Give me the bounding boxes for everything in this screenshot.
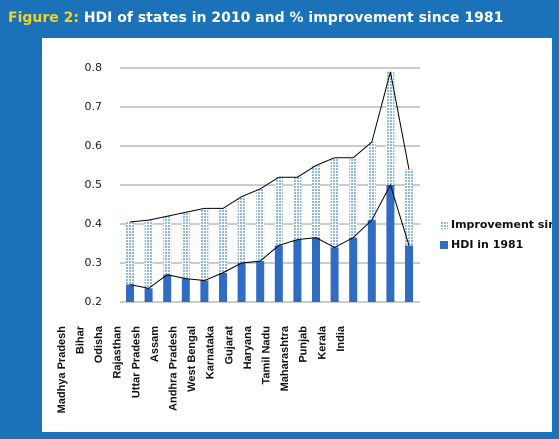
y-tick-label: 0.4 — [85, 217, 103, 230]
x-tick-label: Bihar — [75, 325, 87, 354]
bar — [312, 237, 320, 302]
x-tick-label: Haryana — [242, 325, 254, 369]
bar — [349, 237, 358, 302]
bar — [200, 208, 209, 281]
bar — [293, 239, 302, 302]
plot: 0.2 0.3 0.4 0.5 0.6 0.7 0.8 Madhya Pradesh Bihar… — [56, 61, 559, 414]
x-tick-label: Punjab — [298, 326, 310, 363]
title-text: HDI of states in 2010 and % improvement … — [84, 10, 503, 26]
bar — [144, 220, 153, 289]
chart-title: Figure 2: HDI of states in 2010 and % im… — [8, 10, 503, 26]
bar — [274, 177, 283, 246]
bar — [386, 71, 395, 185]
x-tick-label: India — [335, 325, 347, 352]
x-tick-label: Odisha — [93, 325, 105, 363]
bar — [405, 169, 413, 246]
figure-label: Figure 2: — [8, 10, 79, 26]
x-tick-label: Uttar Pradesh — [130, 326, 142, 398]
y-tick-label: 0.3 — [85, 256, 103, 269]
bar — [126, 284, 134, 302]
bar — [181, 278, 190, 302]
bar — [330, 247, 339, 302]
bar — [293, 177, 302, 240]
bar — [126, 222, 134, 285]
bar — [181, 212, 190, 279]
x-tick-label: Assam — [149, 326, 161, 362]
x-tick-label: West Bengal — [186, 326, 198, 392]
x-tick-label: Gujarat — [223, 326, 235, 365]
y-tick-label: 0.5 — [85, 178, 103, 191]
bar — [256, 261, 265, 302]
x-tick-label: Tamil Nadu — [261, 326, 273, 384]
bar — [163, 274, 172, 302]
legend-label: Improvement since 1981 — [451, 218, 559, 231]
bar — [367, 220, 376, 302]
bar — [163, 216, 172, 275]
bar — [256, 188, 265, 262]
bar — [144, 288, 153, 302]
series-line — [129, 183, 410, 289]
x-tick-label: Maharashtra — [279, 325, 291, 391]
x-tick-label: Kerala — [316, 325, 328, 360]
bar — [219, 272, 227, 302]
y-tick-label: 0.8 — [85, 61, 103, 74]
y-tick-label: 0.2 — [85, 295, 103, 308]
x-tick-label: Rajasthan — [112, 326, 124, 379]
x-tick-label: Karnataka — [205, 325, 217, 379]
y-tick-label: 0.6 — [85, 139, 103, 152]
bar — [349, 157, 358, 238]
series-line — [129, 71, 410, 223]
bar — [237, 196, 246, 263]
y-tick-label: 0.7 — [85, 100, 103, 113]
bar — [386, 185, 395, 302]
x-tick-label: Andhra Pradesh — [168, 326, 180, 411]
bar — [330, 157, 339, 248]
bar — [237, 263, 246, 302]
bar — [367, 142, 376, 221]
x-tick-label: Madhya Pradesh — [56, 326, 68, 414]
bar — [219, 208, 227, 273]
legend-label: HDI in 1981 — [451, 238, 523, 251]
bar — [405, 245, 413, 302]
bar — [312, 165, 320, 238]
bar — [200, 280, 209, 302]
legend-swatch — [440, 221, 448, 229]
legend-swatch — [440, 241, 448, 249]
bar — [274, 245, 283, 302]
